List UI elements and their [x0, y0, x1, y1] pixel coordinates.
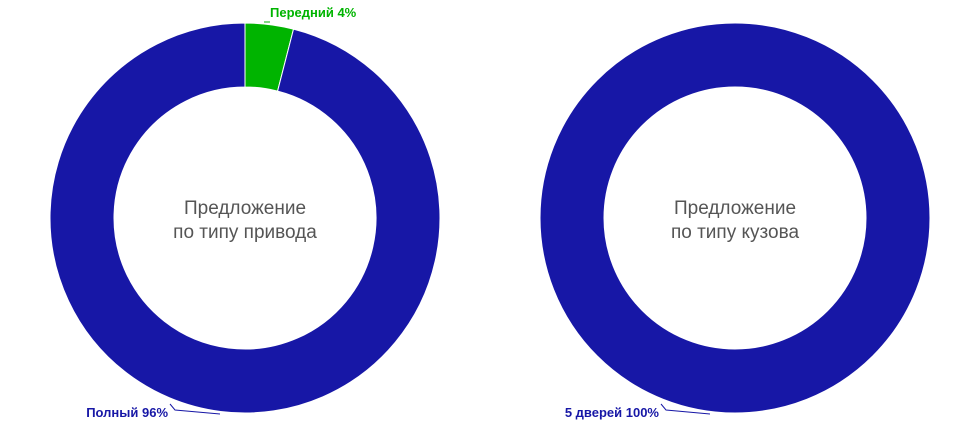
drive-type-slices: [49, 22, 441, 414]
drive-type-title-line-1: Предложение: [184, 198, 306, 219]
drive-type-leader-lines: [169, 21, 270, 415]
body-type-donut-chart: Предложение по типу кузова 5 дверей 100%: [539, 22, 931, 420]
slice-5-doors: [539, 22, 931, 414]
leader-line-full: [169, 403, 221, 415]
slice-label-front: Передний 4%: [270, 5, 357, 20]
body-type-slices: [539, 22, 931, 414]
drive-type-title-line-2: по типу привода: [173, 222, 317, 243]
leader-line-5-doors: [660, 403, 711, 415]
slice-label-5-doors: 5 дверей 100%: [565, 405, 660, 420]
body-type-leader-lines: [660, 403, 711, 415]
body-type-title-line-1: Предложение: [674, 198, 796, 219]
slice-label-full: Полный 96%: [86, 405, 168, 420]
drive-type-donut-chart: Предложение по типу привода Передний 4% …: [49, 5, 441, 420]
slice-full: [49, 22, 441, 414]
body-type-title-line-2: по типу кузова: [671, 222, 799, 243]
